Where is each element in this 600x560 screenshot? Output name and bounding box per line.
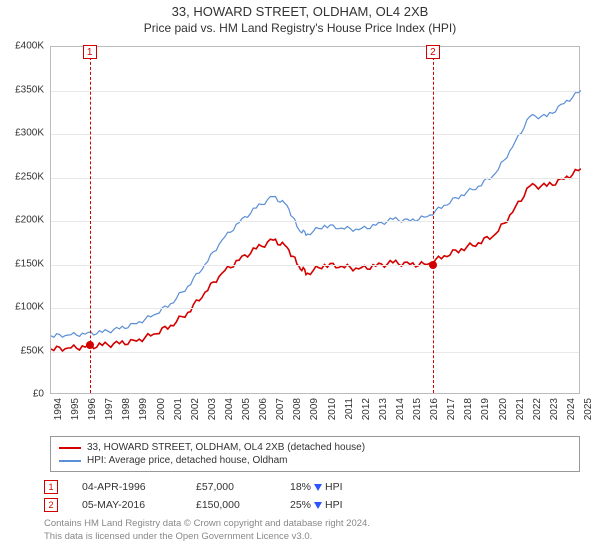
y-axis-label: £400K [4, 41, 44, 52]
x-axis-label: 2015 [412, 398, 423, 420]
x-axis-label: 2024 [566, 398, 577, 420]
x-axis-label: 2009 [309, 398, 320, 420]
x-axis-label: 2025 [583, 398, 594, 420]
attribution-text: Contains HM Land Registry data © Crown c… [44, 518, 370, 544]
arrow-down-icon [314, 502, 322, 509]
y-axis-label: £0 [4, 389, 44, 400]
x-axis-label: 2006 [258, 398, 269, 420]
x-axis-label: 2019 [480, 398, 491, 420]
event-marker: 2 [426, 45, 440, 59]
x-axis-label: 1996 [87, 398, 98, 420]
sale-row: 1 04-APR-1996 £57,000 18% HPI [44, 478, 343, 496]
chart-container: 33, HOWARD STREET, OLDHAM, OL4 2XB Price… [0, 0, 600, 560]
grid-line [51, 221, 579, 222]
arrow-down-icon [314, 484, 322, 491]
x-axis-label: 2004 [224, 398, 235, 420]
x-axis-label: 2001 [173, 398, 184, 420]
sale-price: £57,000 [196, 481, 266, 493]
chart-area: 12 £0£50K£100K£150K£200K£250K£300K£350K£… [50, 46, 580, 394]
x-axis-label: 2000 [156, 398, 167, 420]
y-axis-label: £150K [4, 258, 44, 269]
y-axis-label: £250K [4, 171, 44, 182]
legend-swatch [59, 447, 81, 449]
y-axis-label: £50K [4, 345, 44, 356]
x-axis-label: 2021 [515, 398, 526, 420]
x-axis-label: 2007 [275, 398, 286, 420]
x-axis-label: 2005 [241, 398, 252, 420]
x-axis-label: 2020 [498, 398, 509, 420]
x-axis-label: 1999 [138, 398, 149, 420]
x-axis-label: 2011 [344, 398, 355, 420]
plot-region: 12 [50, 46, 580, 394]
x-axis-label: 2023 [549, 398, 560, 420]
grid-line [51, 308, 579, 309]
sale-marker: 2 [44, 498, 58, 512]
legend-item: 33, HOWARD STREET, OLDHAM, OL4 2XB (deta… [59, 441, 571, 454]
x-axis-label: 2022 [532, 398, 543, 420]
legend-box: 33, HOWARD STREET, OLDHAM, OL4 2XB (deta… [50, 436, 580, 472]
x-axis-label: 1997 [104, 398, 115, 420]
y-axis-label: £350K [4, 84, 44, 95]
sale-diff-label: HPI [325, 481, 343, 493]
grid-line [51, 352, 579, 353]
x-axis-label: 1995 [70, 398, 81, 420]
sale-diff-pct: 18% [290, 481, 311, 493]
sale-point [429, 261, 437, 269]
legend-item: HPI: Average price, detached house, Oldh… [59, 454, 571, 467]
attribution-line-1: Contains HM Land Registry data © Crown c… [44, 518, 370, 531]
sale-row: 2 05-MAY-2016 £150,000 25% HPI [44, 496, 343, 514]
sale-diff: 18% HPI [290, 481, 343, 493]
x-axis-label: 2008 [292, 398, 303, 420]
attribution-line-2: This data is licensed under the Open Gov… [44, 531, 370, 544]
x-axis-label: 2016 [429, 398, 440, 420]
sale-diff: 25% HPI [290, 499, 343, 511]
x-axis-label: 2010 [327, 398, 338, 420]
sale-marker: 1 [44, 480, 58, 494]
y-axis-label: £100K [4, 302, 44, 313]
sale-point [86, 341, 94, 349]
x-axis-label: 2013 [378, 398, 389, 420]
sale-date: 04-APR-1996 [82, 481, 172, 493]
grid-line [51, 178, 579, 179]
event-line [433, 47, 434, 393]
sale-diff-pct: 25% [290, 499, 311, 511]
legend-swatch [59, 460, 81, 462]
x-axis-label: 2018 [463, 398, 474, 420]
x-axis-label: 2014 [395, 398, 406, 420]
x-axis-label: 1994 [53, 398, 64, 420]
legend-label: 33, HOWARD STREET, OLDHAM, OL4 2XB (deta… [87, 442, 365, 453]
grid-line [51, 265, 579, 266]
sale-price: £150,000 [196, 499, 266, 511]
y-axis-label: £300K [4, 128, 44, 139]
x-axis-label: 1998 [121, 398, 132, 420]
x-axis-label: 2003 [207, 398, 218, 420]
x-axis-label: 2017 [446, 398, 457, 420]
y-axis-label: £200K [4, 215, 44, 226]
sale-diff-label: HPI [325, 499, 343, 511]
x-axis-label: 2002 [190, 398, 201, 420]
sales-table: 1 04-APR-1996 £57,000 18% HPI 2 05-MAY-2016 £15… [44, 478, 343, 514]
series-hpi [51, 91, 581, 338]
legend-label: HPI: Average price, detached house, Oldh… [87, 455, 288, 466]
chart-subtitle: Price paid vs. HM Land Registry's House … [0, 19, 600, 41]
grid-line [51, 134, 579, 135]
grid-line [51, 91, 579, 92]
event-marker: 1 [83, 45, 97, 59]
sale-date: 05-MAY-2016 [82, 499, 172, 511]
x-axis-label: 2012 [361, 398, 372, 420]
chart-title: 33, HOWARD STREET, OLDHAM, OL4 2XB [0, 0, 600, 19]
